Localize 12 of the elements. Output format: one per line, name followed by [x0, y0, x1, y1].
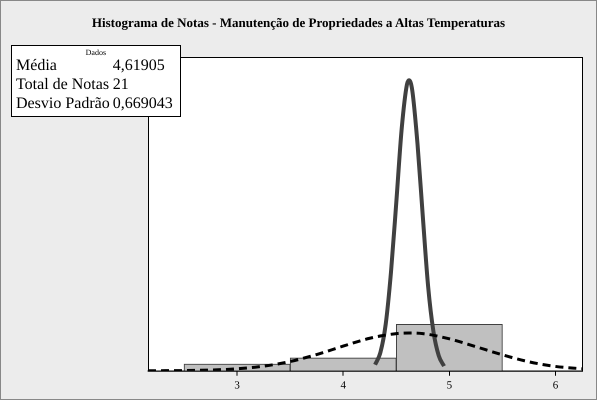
x-tick-label: 5	[446, 379, 453, 392]
x-tick-label: 4	[340, 379, 346, 392]
text: 4,61905	[112, 57, 166, 76]
x-tick-label: 6	[552, 379, 559, 392]
chart-title: Histograma de Notas - Manutenção de Propriedades a Altas Temperaturas	[90, 15, 506, 31]
text: Dados	[84, 48, 108, 57]
text: Total de Notas	[16, 76, 110, 95]
text: 21	[112, 76, 130, 95]
annotation: 0,669043	[112, 95, 174, 114]
text: Média	[16, 57, 58, 76]
text: Desvio Padrão	[16, 95, 111, 114]
x-tick-label: 3	[234, 379, 240, 392]
